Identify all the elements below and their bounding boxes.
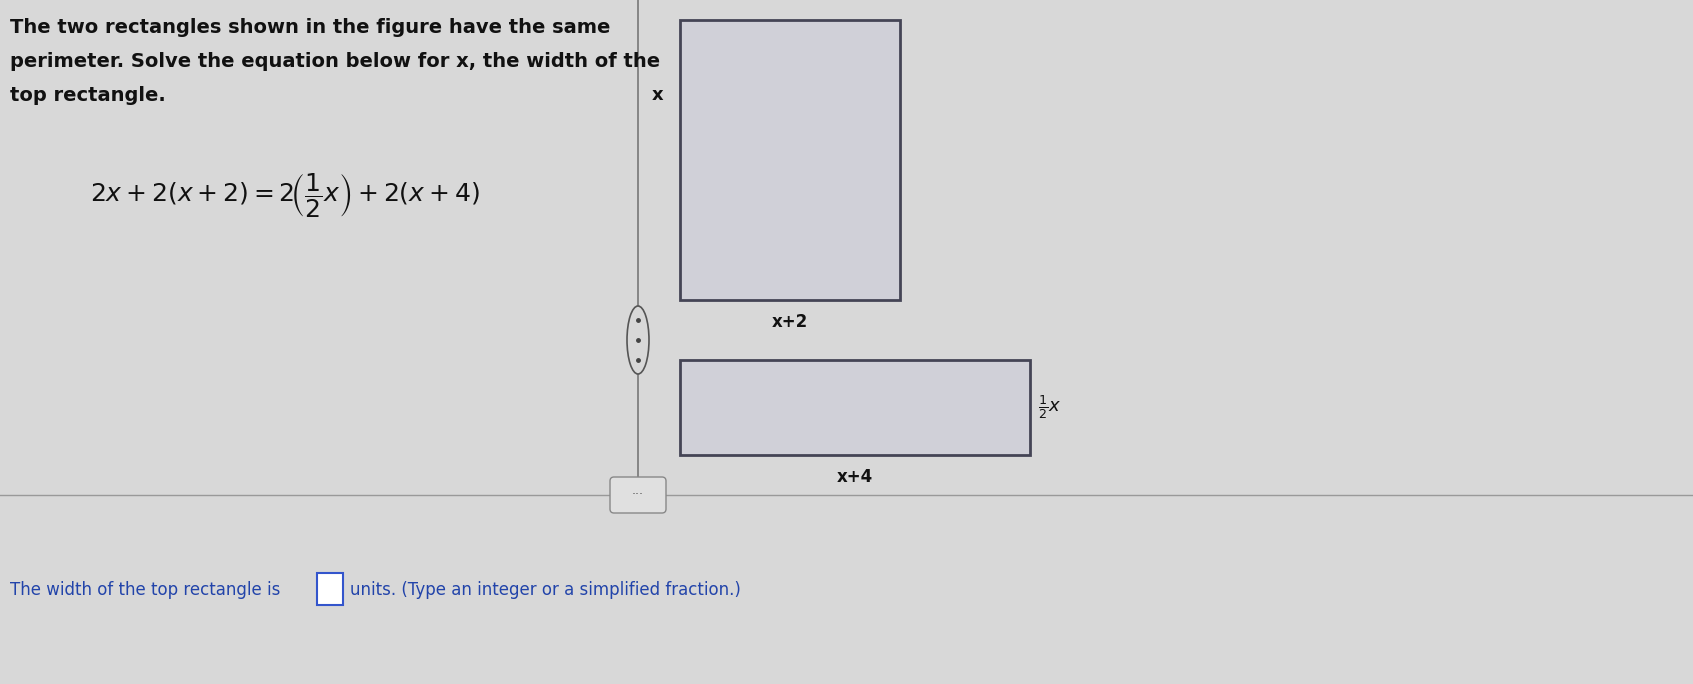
Text: units. (Type an integer or a simplified fraction.): units. (Type an integer or a simplified …: [350, 581, 742, 599]
Bar: [681, 20, 901, 300]
Text: The width of the top rectangle is: The width of the top rectangle is: [10, 581, 281, 599]
Text: x+2: x+2: [772, 313, 808, 331]
Text: top rectangle.: top rectangle.: [10, 86, 166, 105]
Text: x: x: [652, 86, 664, 104]
Text: x+4: x+4: [836, 468, 874, 486]
Text: ···: ···: [631, 488, 643, 501]
Text: perimeter. Solve the equation below for x, the width of the: perimeter. Solve the equation below for …: [10, 52, 660, 71]
FancyBboxPatch shape: [317, 573, 344, 605]
Ellipse shape: [626, 306, 648, 374]
FancyBboxPatch shape: [609, 477, 665, 513]
Text: $\frac{1}{2}x$: $\frac{1}{2}x$: [1038, 393, 1062, 421]
Bar: [681, 360, 1029, 455]
Text: $2x + 2(x + 2) = 2\!\left(\dfrac{1}{2}x\right) + 2(x + 4)$: $2x + 2(x + 2) = 2\!\left(\dfrac{1}{2}x\…: [90, 171, 479, 219]
Text: The two rectangles shown in the figure have the same: The two rectangles shown in the figure h…: [10, 18, 611, 37]
